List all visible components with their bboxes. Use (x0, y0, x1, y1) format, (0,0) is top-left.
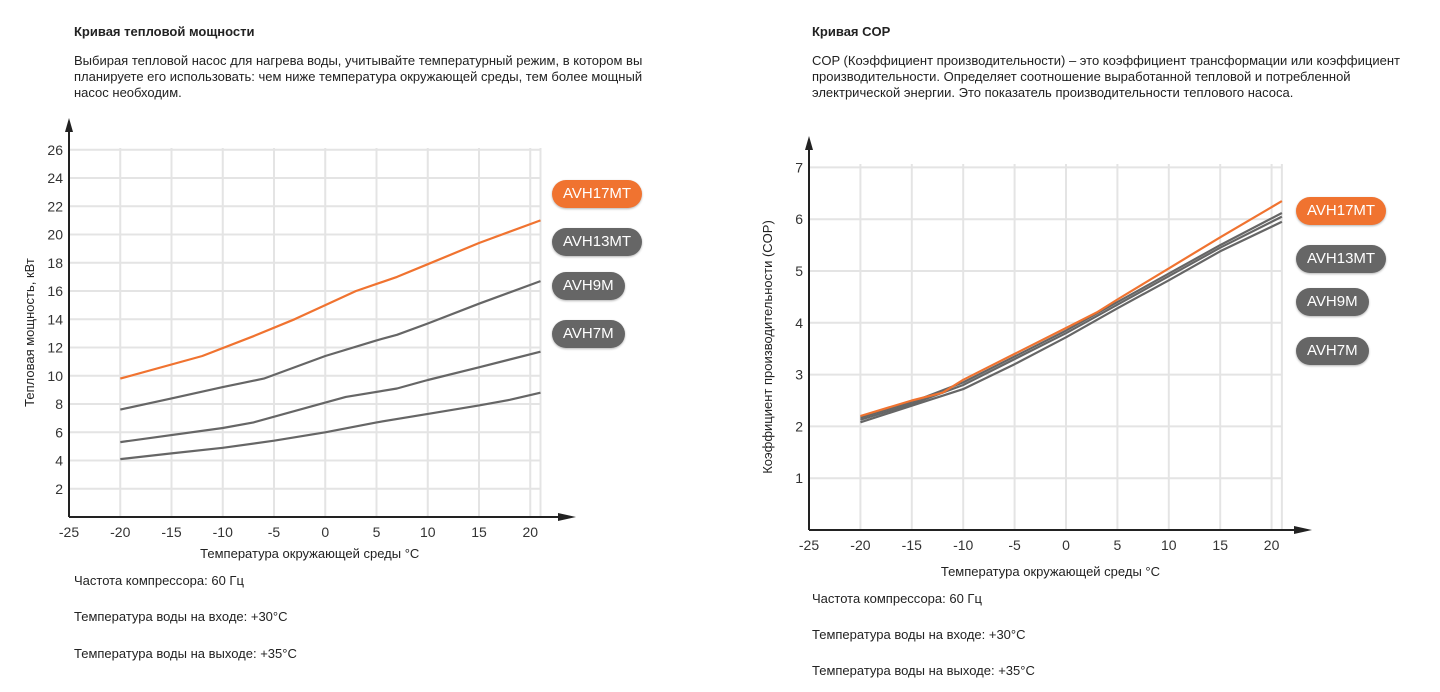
y-tick-label: 3 (795, 367, 803, 383)
x-tick-label: -20 (110, 524, 130, 540)
x-tick-label: -10 (953, 537, 973, 553)
series-line-avh9m (860, 215, 1283, 421)
legend-item-avh7m[interactable]: AVH7M (552, 320, 625, 348)
left-note-water-out: Температура воды на выходе: +35°C (74, 646, 297, 661)
right-description: COP (Коэффициент производительности) – э… (812, 53, 1400, 100)
series-line-avh13mt (860, 212, 1283, 419)
y-tick-label: 1 (795, 470, 803, 486)
left-note-water-in: Температура воды на входе: +30°C (74, 609, 288, 624)
right-title: Кривая COP (812, 24, 891, 39)
series-line-avh17mt (860, 200, 1283, 418)
x-tick-label: -5 (1008, 537, 1021, 553)
y-tick-label: 24 (47, 170, 63, 186)
y-tick-label: 14 (47, 311, 63, 327)
y-tick-label: 12 (47, 340, 63, 356)
x-tick-label: 0 (1062, 537, 1070, 553)
y-tick-label: 18 (47, 255, 63, 271)
y-axis-arrow-icon (65, 118, 73, 132)
left-note-frequency: Частота компрессора: 60 Гц (74, 573, 244, 588)
x-tick-label: -20 (850, 537, 870, 553)
x-axis-arrow-icon (558, 513, 576, 521)
x-tick-label: -5 (268, 524, 281, 540)
y-tick-label: 4 (55, 453, 63, 469)
y-tick-label: 6 (55, 424, 63, 440)
series-line-avh9m (120, 350, 541, 444)
left-title: Кривая тепловой мощности (74, 24, 255, 39)
x-tick-label: 20 (522, 524, 538, 540)
series-line-avh7m (120, 391, 541, 461)
y-tick-label: 7 (795, 159, 803, 175)
x-tick-label: 5 (1114, 537, 1122, 553)
y-tick-label: 16 (47, 283, 63, 299)
legend-item-avh13mt[interactable]: AVH13MT (1296, 245, 1387, 273)
x-tick-label: -10 (213, 524, 233, 540)
x-tick-label: -15 (902, 537, 922, 553)
legend-item-avh17mt[interactable]: AVH17MT (552, 180, 643, 208)
x-tick-label: -15 (161, 524, 181, 540)
legend-item-avh13mt[interactable]: AVH13MT (552, 228, 643, 256)
legend-item-avh7m[interactable]: AVH7M (1296, 337, 1369, 365)
y-axis-arrow-icon (805, 136, 813, 150)
x-tick-label: 0 (321, 524, 329, 540)
legend-item-avh9m[interactable]: AVH9M (1296, 288, 1369, 316)
left-description: Выбирая тепловой насос для нагрева воды,… (74, 53, 643, 100)
y-tick-label: 6 (795, 211, 803, 227)
x-axis-label: Температура окружающей среды °C (200, 546, 419, 561)
x-tick-label: -25 (59, 524, 79, 540)
y-tick-label: 2 (55, 481, 63, 497)
x-tick-label: 10 (420, 524, 436, 540)
x-axis-arrow-icon (1294, 526, 1312, 534)
right-note-frequency: Частота компрессора: 60 Гц (812, 591, 982, 606)
x-tick-label: 5 (373, 524, 381, 540)
y-tick-label: 20 (47, 227, 63, 243)
y-axis-label: Коэффициент производительности (COP) (760, 220, 775, 474)
right-note-water-in: Температура воды на входе: +30°C (812, 627, 1026, 642)
x-tick-label: 15 (471, 524, 487, 540)
right-note-water-out: Температура воды на выходе: +35°C (812, 663, 1035, 678)
x-tick-label: -25 (799, 537, 819, 553)
y-tick-label: 5 (795, 263, 803, 279)
y-tick-label: 2 (795, 418, 803, 434)
x-tick-label: 10 (1161, 537, 1177, 553)
y-tick-label: 10 (47, 368, 63, 384)
y-tick-label: 22 (47, 198, 63, 214)
x-axis-label: Температура окружающей среды °C (941, 564, 1160, 579)
y-tick-label: 4 (795, 315, 803, 331)
series-line-avh13mt (120, 280, 541, 411)
y-tick-label: 8 (55, 396, 63, 412)
y-tick-label: 26 (47, 142, 63, 158)
series-line-avh7m (860, 220, 1283, 424)
series-line-avh17mt (120, 219, 541, 380)
x-tick-label: 20 (1264, 537, 1280, 553)
legend-item-avh9m[interactable]: AVH9M (552, 272, 625, 300)
legend-item-avh17mt[interactable]: AVH17MT (1296, 197, 1387, 225)
x-tick-label: 15 (1212, 537, 1228, 553)
y-axis-label: Тепловая мощность, кВт (22, 258, 37, 407)
